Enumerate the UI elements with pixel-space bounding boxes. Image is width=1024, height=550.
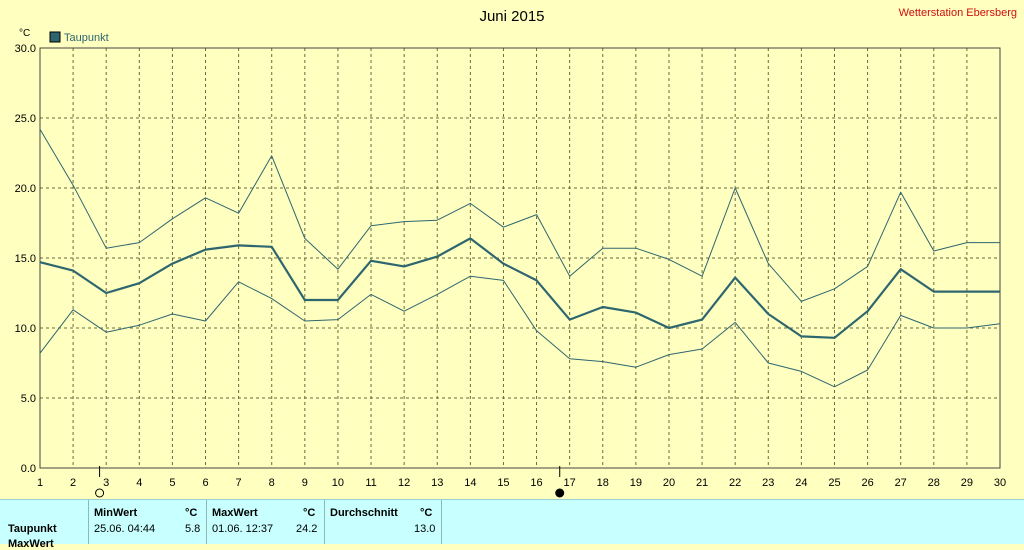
min-value: 5.8 xyxy=(185,523,200,535)
stats-divider xyxy=(441,500,442,544)
x-tick-label: 26 xyxy=(861,477,873,489)
x-tick-label: 6 xyxy=(202,477,208,489)
x-tick-label: 21 xyxy=(696,477,708,489)
max-value: 24.2 xyxy=(296,523,317,535)
x-tick-label: 9 xyxy=(302,477,308,489)
y-axis-unit: °C xyxy=(19,28,30,39)
new-moon-icon xyxy=(556,489,564,497)
x-tick-label: 7 xyxy=(236,477,242,489)
statistics-panel: MinWert °C MaxWert °C Durchschnitt °C Ta… xyxy=(0,499,1024,544)
y-tick-label: 5.0 xyxy=(21,393,36,405)
avg-header: Durchschnitt xyxy=(330,507,398,519)
series-avg-line xyxy=(40,238,1000,337)
x-tick-label: 2 xyxy=(70,477,76,489)
x-tick-label: 16 xyxy=(530,477,542,489)
chart-title: Juni 2015 xyxy=(479,8,544,25)
y-tick-label: 20.0 xyxy=(15,183,36,195)
series-min xyxy=(40,276,1000,387)
y-tick-label: 25.0 xyxy=(15,113,36,125)
x-tick-label: 17 xyxy=(564,477,576,489)
legend-swatch xyxy=(50,32,60,42)
avg-unit: °C xyxy=(420,507,432,519)
y-tick-label: 0.0 xyxy=(21,463,36,475)
min-unit: °C xyxy=(185,507,197,519)
x-tick-label: 29 xyxy=(961,477,973,489)
x-tick-label: 14 xyxy=(464,477,476,489)
x-tick-label: 13 xyxy=(431,477,443,489)
moon-phase-markers xyxy=(96,466,564,497)
max-unit: °C xyxy=(303,507,315,519)
x-tick-label: 20 xyxy=(663,477,675,489)
stats-divider xyxy=(206,500,207,544)
series-avg xyxy=(40,238,1000,337)
max-header: MaxWert xyxy=(212,507,258,519)
x-tick-label: 8 xyxy=(269,477,275,489)
x-tick-label: 24 xyxy=(795,477,807,489)
avg-value: 13.0 xyxy=(414,523,435,535)
y-tick-label: 15.0 xyxy=(15,253,36,265)
full-moon-icon xyxy=(96,489,104,497)
x-tick-label: 23 xyxy=(762,477,774,489)
x-tick-label: 27 xyxy=(895,477,907,489)
series-max-line xyxy=(40,129,1000,301)
x-tick-label: 30 xyxy=(994,477,1006,489)
series-max xyxy=(40,129,1000,301)
y-tick-labels: 0.0 5.0 10.0 15.0 20.0 25.0 30.0 xyxy=(15,43,36,475)
x-tick-label: 25 xyxy=(828,477,840,489)
series-min-line xyxy=(40,276,1000,387)
x-tick-label: 4 xyxy=(136,477,142,489)
x-tick-label: 5 xyxy=(169,477,175,489)
row-label-maxwert: MaxWert xyxy=(8,538,54,550)
min-header: MinWert xyxy=(94,507,137,519)
x-tick-label: 19 xyxy=(630,477,642,489)
x-tick-label: 10 xyxy=(332,477,344,489)
x-tick-label: 11 xyxy=(365,477,376,489)
station-name: Wetterstation Ebersberg xyxy=(899,7,1017,19)
stats-divider xyxy=(88,500,89,544)
row-label-taupunkt: Taupunkt xyxy=(8,523,57,535)
x-tick-label: 28 xyxy=(928,477,940,489)
legend-label: Taupunkt xyxy=(64,32,109,44)
max-time: 01.06. 12:37 xyxy=(212,523,273,535)
legend: Taupunkt xyxy=(50,32,109,44)
y-tick-label: 10.0 xyxy=(15,323,36,335)
min-time: 25.06. 04:44 xyxy=(94,523,155,535)
x-tick-label: 1 xyxy=(37,477,43,489)
x-tick-label: 22 xyxy=(729,477,741,489)
x-tick-label: 12 xyxy=(398,477,410,489)
x-tick-label: 15 xyxy=(497,477,509,489)
x-tick-label: 18 xyxy=(597,477,609,489)
x-tick-label: 3 xyxy=(103,477,109,489)
y-tick-label: 30.0 xyxy=(15,43,36,55)
stats-divider xyxy=(324,500,325,544)
